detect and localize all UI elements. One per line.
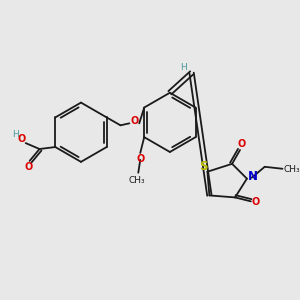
Text: CH₃: CH₃ bbox=[283, 165, 300, 174]
Text: O: O bbox=[238, 139, 246, 149]
Text: O: O bbox=[136, 154, 144, 164]
Text: O: O bbox=[25, 162, 33, 172]
Text: O: O bbox=[130, 116, 138, 126]
Text: S: S bbox=[199, 160, 208, 173]
Text: O: O bbox=[18, 134, 26, 144]
Text: CH₃: CH₃ bbox=[129, 176, 146, 185]
Text: O: O bbox=[252, 197, 260, 207]
Text: N: N bbox=[248, 170, 258, 183]
Text: H: H bbox=[180, 62, 187, 71]
Text: H: H bbox=[12, 130, 19, 139]
